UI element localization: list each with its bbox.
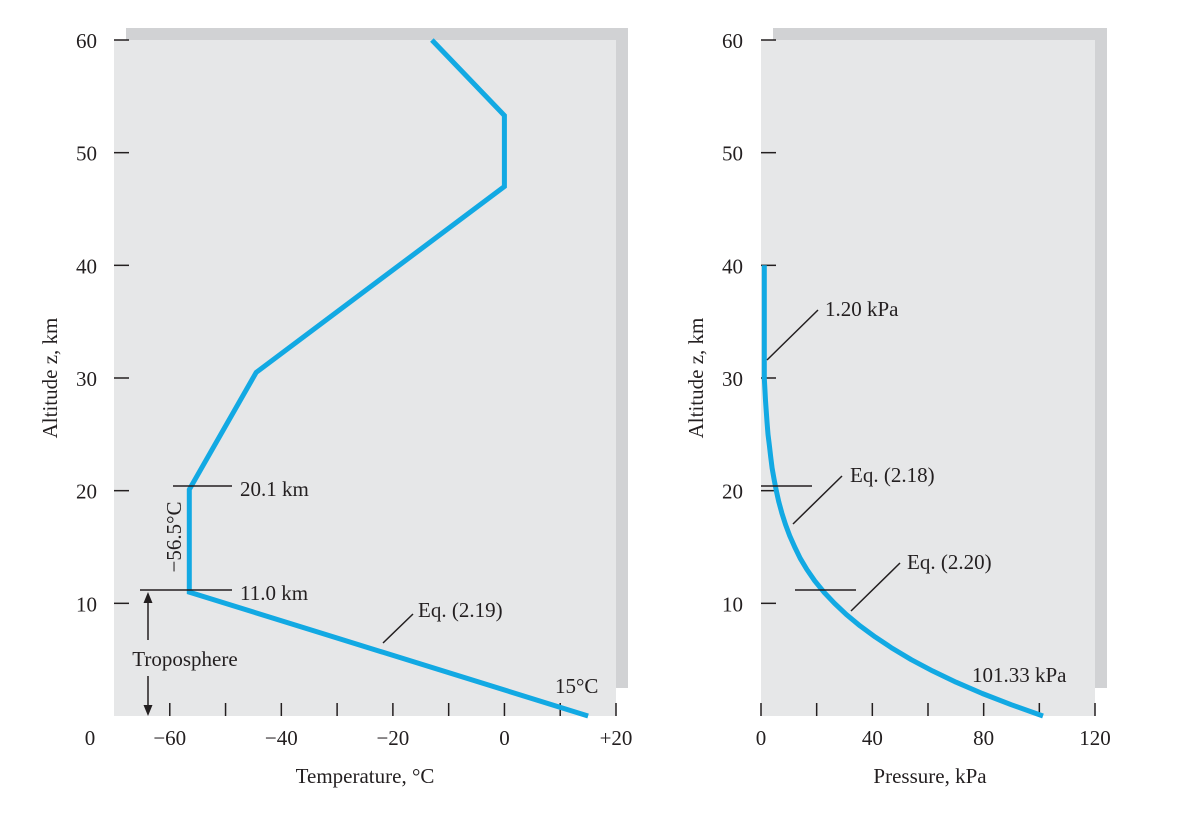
annotation-eq-2-20: Eq. (2.20) <box>907 550 992 574</box>
temperature-line <box>186 38 589 719</box>
annotation-101-33-kpa: 101.33 kPa <box>972 663 1067 687</box>
y-tick-label: 60 <box>76 29 97 53</box>
leader-eq-2-18 <box>792 475 843 525</box>
troposphere-label: Troposphere <box>132 647 237 671</box>
y-axis: 10 20 30 40 50 60 <box>722 29 776 616</box>
leader-eq-2-20 <box>850 562 901 612</box>
y-tick-label: 10 <box>722 592 743 616</box>
y-tick-label: 10 <box>76 592 97 616</box>
pressure-line <box>761 265 1044 719</box>
temperature-chart: 10 20 30 40 50 60 −60 −40 −20 0 +20 0 Temperature… <box>38 28 632 788</box>
x-tick-label: −40 <box>265 726 298 750</box>
y-tick-label: 20 <box>76 480 97 504</box>
x-axis-label: Pressure, kPa <box>873 764 987 788</box>
y-axis: 10 20 30 40 50 60 <box>76 29 129 616</box>
x-tick-label: −20 <box>376 726 409 750</box>
y-tick-label: 30 <box>722 367 743 391</box>
x-tick-label: 120 <box>1079 726 1111 750</box>
x-tick-label: −60 <box>153 726 186 750</box>
y-tick-label: 50 <box>722 142 743 166</box>
leader-eq-2-19 <box>382 613 414 644</box>
annotation-11km: 11.0 km <box>240 581 308 605</box>
x-tick-label: 0 <box>499 726 510 750</box>
x-tick-label: 80 <box>973 726 994 750</box>
x-tick-label: 40 <box>862 726 883 750</box>
y-tick-label: 20 <box>722 480 743 504</box>
y-axis-label: Altitude z, km <box>684 318 708 439</box>
x-tick-label: 0 <box>756 726 767 750</box>
y-tick-label: 50 <box>76 142 97 166</box>
panel-background <box>114 40 616 716</box>
y-tick-label: 40 <box>76 254 97 278</box>
annotation-eq-2-19: Eq. (2.19) <box>418 598 503 622</box>
arrowhead-down <box>143 705 153 716</box>
y-tick-label: 40 <box>722 254 743 278</box>
x-axis-label: Temperature, °C <box>296 764 435 788</box>
annotation-eq-2-18: Eq. (2.18) <box>850 463 935 487</box>
panel-background <box>761 40 1095 716</box>
annotation-20km: 20.1 km <box>240 477 309 501</box>
annotation-1-20-kpa: 1.20 kPa <box>825 297 899 321</box>
x-tick-label: +20 <box>600 726 633 750</box>
x-origin-label: 0 <box>85 726 96 750</box>
pressure-chart: 10 20 30 40 50 60 0 40 80 120 Pressure, kPa Alti… <box>684 28 1111 788</box>
annotation-sea-temp: 15°C <box>555 674 598 698</box>
annotation-min-temp: −56.5°C <box>162 502 186 573</box>
x-axis: −60 −40 −20 0 +20 <box>153 703 632 750</box>
leader-1-20-kpa <box>766 309 819 361</box>
arrowhead-up <box>143 592 153 603</box>
x-axis: 0 40 80 120 <box>756 703 1111 750</box>
y-tick-label: 30 <box>76 367 97 391</box>
y-axis-label: Altitude z, km <box>38 318 62 439</box>
y-tick-label: 60 <box>722 29 743 53</box>
